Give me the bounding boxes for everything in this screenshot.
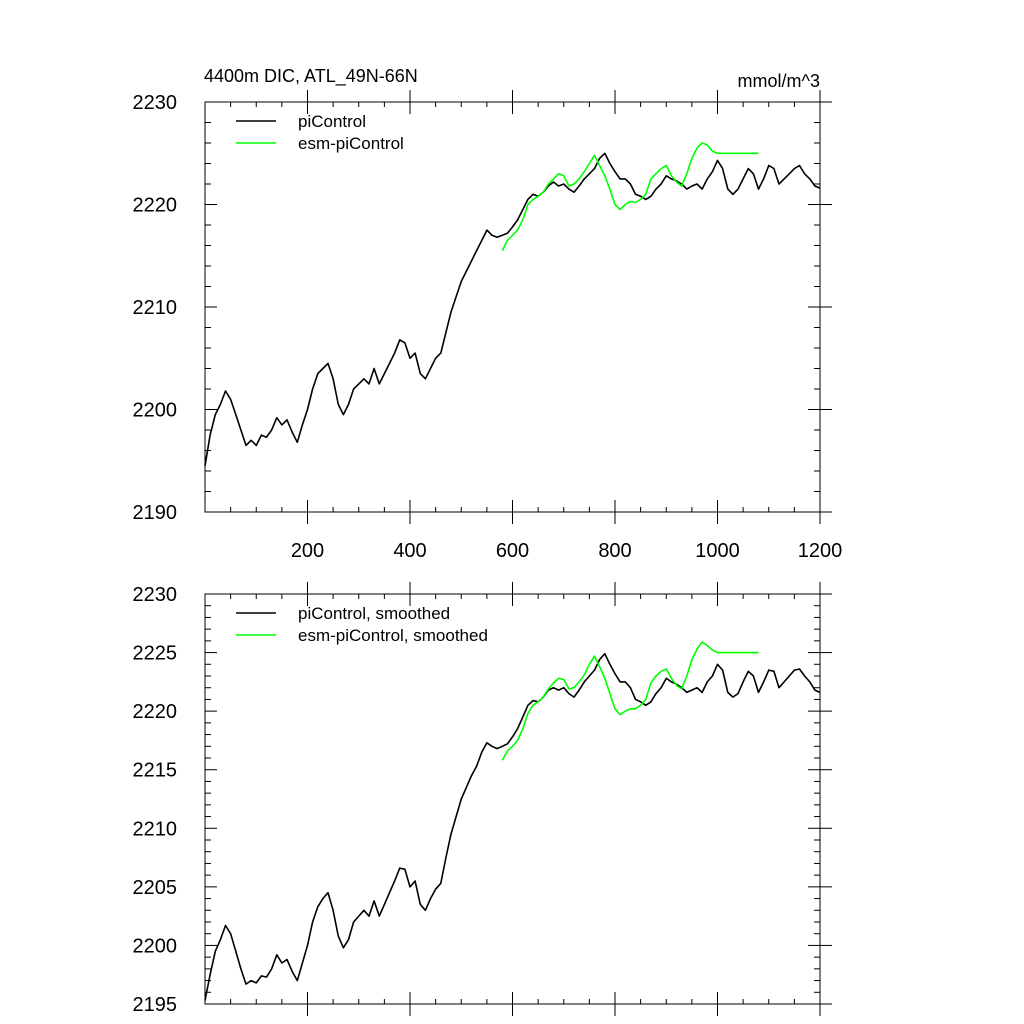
y-tick-label: 2195 bbox=[133, 994, 178, 1016]
plot-frame bbox=[204, 593, 821, 1005]
axis-ticks: 2195 2200 2205 2210 2215 2220 2225 2230 bbox=[133, 582, 832, 1016]
y-tick-label: 2210 bbox=[133, 818, 178, 840]
units-label: mmol/m^3 bbox=[738, 71, 820, 91]
y-tick-label: 2220 bbox=[133, 195, 178, 217]
series-line-1 bbox=[501, 641, 759, 761]
y-tick-label: 2205 bbox=[133, 877, 178, 899]
axis-ticks: 200 400 600 800 1000 1200 2190 2200 2210 2220 2230 bbox=[133, 90, 843, 562]
y-tick-label: 2200 bbox=[133, 935, 178, 957]
x-tick-label: 600 bbox=[496, 540, 529, 562]
series-line-0 bbox=[204, 652, 821, 1001]
x-tick-label: 200 bbox=[291, 540, 324, 562]
series-group bbox=[204, 142, 821, 467]
series-group bbox=[204, 641, 821, 1001]
legend-label-esm-picontrol: esm-piControl bbox=[298, 134, 404, 153]
bottom-chart-panel: 2195 2200 2205 2210 2215 2220 2225 2230 piContr… bbox=[133, 582, 832, 1016]
y-tick-label: 2210 bbox=[133, 297, 178, 319]
y-tick-label: 2190 bbox=[133, 502, 178, 524]
x-tick-label: 1200 bbox=[798, 540, 843, 562]
y-tick-label: 2220 bbox=[133, 701, 178, 723]
legend-label-picontrol: piControl bbox=[298, 112, 366, 131]
legend: piControl, smoothed esm-piControl, smoot… bbox=[236, 604, 488, 645]
x-tick-label: 1000 bbox=[695, 540, 740, 562]
y-tick-label: 2215 bbox=[133, 760, 178, 782]
series-line-0 bbox=[204, 152, 821, 467]
x-tick-label: 800 bbox=[598, 540, 631, 562]
chart-title: 4400m DIC, ATL_49N-66N bbox=[204, 66, 418, 87]
y-tick-label: 2225 bbox=[133, 643, 178, 665]
series-line-1 bbox=[501, 142, 759, 251]
y-tick-label: 2230 bbox=[133, 584, 178, 606]
top-chart-panel: 4400m DIC, ATL_49N-66N mmol/m^3 200 400 60… bbox=[133, 66, 843, 562]
y-tick-label: 2230 bbox=[133, 92, 178, 114]
legend: piControl esm-piControl bbox=[236, 112, 404, 153]
legend-label-esm-picontrol-smoothed: esm-piControl, smoothed bbox=[298, 626, 488, 645]
plot-frame bbox=[204, 101, 821, 513]
y-tick-label: 2200 bbox=[133, 400, 178, 422]
legend-label-picontrol-smoothed: piControl, smoothed bbox=[298, 604, 450, 623]
x-tick-label: 400 bbox=[393, 540, 426, 562]
